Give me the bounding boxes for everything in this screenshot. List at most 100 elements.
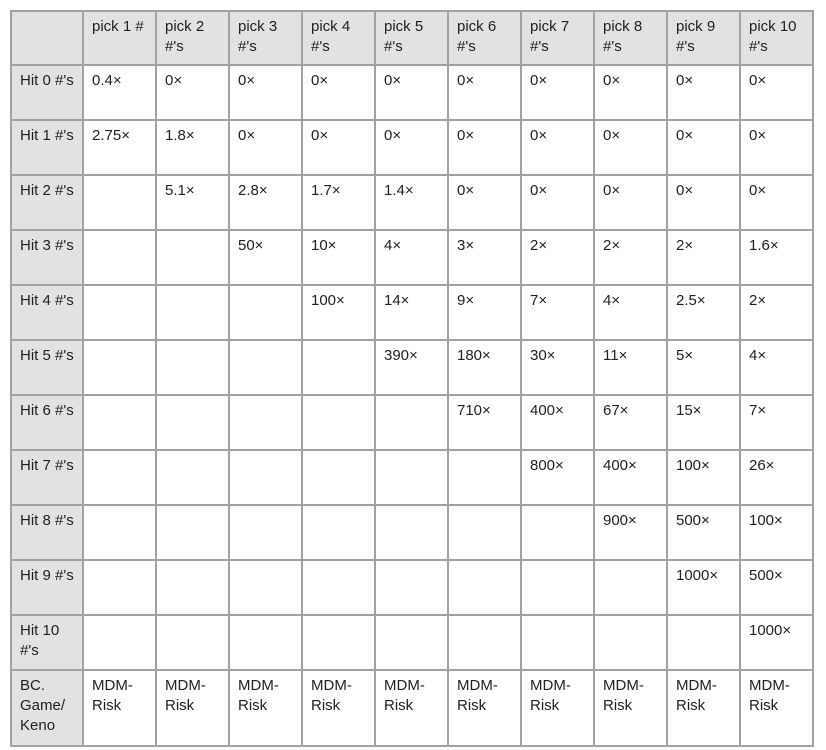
row-label: Hit 2 #'s [10, 174, 84, 231]
payout-cell [593, 559, 668, 616]
payout-cell [520, 504, 595, 561]
payout-cell: 15× [666, 394, 741, 451]
footer-row: BC. Game/ Keno MDM-Risk MDM-Risk MDM-Risk MD… [10, 669, 814, 747]
source-cell: MDM-Risk [593, 669, 668, 747]
payout-cell [155, 614, 230, 671]
payout-cell: 0× [593, 64, 668, 121]
table-row: Hit 2 #'s 5.1× 2.8× 1.7× 1.4× 0× 0× 0× 0× 0× [10, 174, 814, 231]
payout-cell: 0× [155, 64, 230, 121]
row-label: BC. Game/ Keno [10, 669, 84, 747]
payout-cell: 0× [593, 174, 668, 231]
payout-cell [447, 614, 522, 671]
payout-cell: 3× [447, 229, 522, 286]
column-header-pick-7: pick 7 #'s [520, 10, 595, 66]
payout-cell: 0× [374, 119, 449, 176]
source-cell: MDM-Risk [228, 669, 303, 747]
payout-cell: 0× [666, 64, 741, 121]
payout-cell [82, 284, 157, 341]
payout-cell [447, 559, 522, 616]
column-header-pick-2: pick 2 #'s [155, 10, 230, 66]
payout-cell: 0× [520, 119, 595, 176]
payout-cell: 4× [593, 284, 668, 341]
payout-cell: 14× [374, 284, 449, 341]
row-label: Hit 6 #'s [10, 394, 84, 451]
corner-cell [10, 10, 84, 66]
payout-cell: 2× [593, 229, 668, 286]
source-cell: MDM-Risk [739, 669, 814, 747]
row-label: Hit 10 #'s [10, 614, 84, 671]
payout-cell: 0× [520, 64, 595, 121]
payout-cell: 0× [228, 64, 303, 121]
payout-cell [155, 394, 230, 451]
payout-cell: 0× [447, 64, 522, 121]
column-header-pick-8: pick 8 #'s [593, 10, 668, 66]
column-header-pick-4: pick 4 #'s [301, 10, 376, 66]
payout-cell: 30× [520, 339, 595, 396]
payout-cell: 7× [739, 394, 814, 451]
payout-cell [82, 339, 157, 396]
payout-cell: 1.8× [155, 119, 230, 176]
payout-cell [301, 504, 376, 561]
payout-cell: 10× [301, 229, 376, 286]
payout-cell: 0× [739, 64, 814, 121]
payout-cell: 11× [593, 339, 668, 396]
source-cell: MDM-Risk [520, 669, 595, 747]
payout-cell [228, 504, 303, 561]
payout-cell: 1.6× [739, 229, 814, 286]
keno-paytable: pick 1 # pick 2 #'s pick 3 #'s pick 4 #'s pi… [10, 10, 814, 747]
payout-cell: 180× [447, 339, 522, 396]
payout-cell [447, 449, 522, 506]
row-label: Hit 5 #'s [10, 339, 84, 396]
payout-cell: 2.5× [666, 284, 741, 341]
payout-cell: 0× [374, 64, 449, 121]
payout-cell: 0× [666, 174, 741, 231]
payout-cell [228, 449, 303, 506]
payout-cell [82, 449, 157, 506]
payout-cell: 800× [520, 449, 595, 506]
payout-cell [447, 504, 522, 561]
payout-cell [374, 614, 449, 671]
payout-cell: 710× [447, 394, 522, 451]
payout-cell: 400× [593, 449, 668, 506]
payout-cell: 1000× [739, 614, 814, 671]
payout-cell: 390× [374, 339, 449, 396]
payout-cell [520, 614, 595, 671]
payout-cell [228, 284, 303, 341]
payout-cell: 2× [666, 229, 741, 286]
payout-cell: 2.75× [82, 119, 157, 176]
payout-cell [374, 449, 449, 506]
payout-cell: 5.1× [155, 174, 230, 231]
source-cell: MDM-Risk [82, 669, 157, 747]
payout-cell: 500× [666, 504, 741, 561]
column-header-pick-9: pick 9 #'s [666, 10, 741, 66]
payout-cell [82, 229, 157, 286]
table-row: Hit 9 #'s 1000× 500× [10, 559, 814, 616]
payout-cell [666, 614, 741, 671]
payout-cell [155, 284, 230, 341]
payout-cell: 400× [520, 394, 595, 451]
payout-cell: 2× [739, 284, 814, 341]
payout-cell: 1.7× [301, 174, 376, 231]
column-header-pick-10: pick 10 #'s [739, 10, 814, 66]
payout-cell: 0× [593, 119, 668, 176]
payout-cell [374, 504, 449, 561]
payout-cell [593, 614, 668, 671]
payout-cell: 900× [593, 504, 668, 561]
payout-cell: 0× [228, 119, 303, 176]
payout-cell [155, 559, 230, 616]
row-label: Hit 9 #'s [10, 559, 84, 616]
payout-cell: 2× [520, 229, 595, 286]
payout-cell [228, 559, 303, 616]
payout-cell: 5× [666, 339, 741, 396]
payout-cell [82, 174, 157, 231]
payout-cell: 4× [374, 229, 449, 286]
payout-cell [155, 229, 230, 286]
payout-cell: 26× [739, 449, 814, 506]
payout-cell: 0× [447, 174, 522, 231]
payout-cell [374, 394, 449, 451]
column-header-pick-5: pick 5 #'s [374, 10, 449, 66]
payout-cell [82, 614, 157, 671]
table-row: Hit 0 #'s 0.4× 0× 0× 0× 0× 0× 0× 0× 0× 0× [10, 64, 814, 121]
row-label: Hit 8 #'s [10, 504, 84, 561]
